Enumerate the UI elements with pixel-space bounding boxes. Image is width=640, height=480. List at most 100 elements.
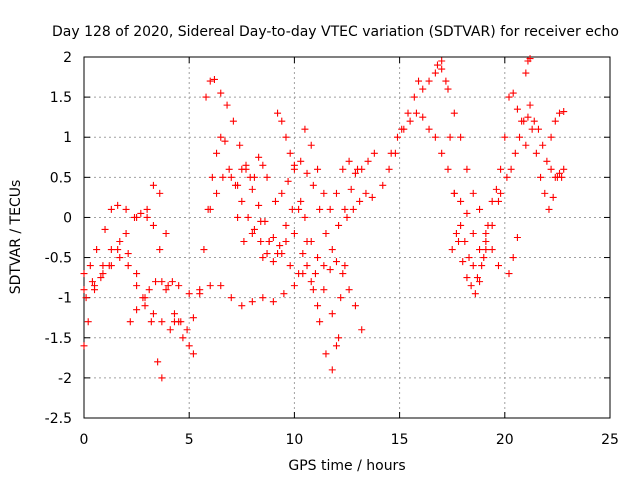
data-point xyxy=(177,318,185,326)
data-point xyxy=(282,133,290,141)
data-point xyxy=(349,205,357,213)
data-point xyxy=(368,193,376,201)
data-point xyxy=(307,278,315,286)
data-point xyxy=(114,201,122,209)
data-point xyxy=(240,238,248,246)
data-point xyxy=(295,270,303,278)
data-point xyxy=(145,286,153,294)
data-point xyxy=(444,85,452,93)
data-point xyxy=(476,246,484,254)
data-point xyxy=(476,278,484,286)
x-tick-label: 5 xyxy=(185,432,194,448)
data-point xyxy=(149,181,157,189)
data-point xyxy=(410,93,418,101)
data-point xyxy=(248,185,256,193)
data-point xyxy=(166,326,174,334)
data-point xyxy=(387,149,395,157)
data-point xyxy=(278,117,286,125)
data-point xyxy=(465,254,473,262)
data-point xyxy=(213,189,221,197)
data-point xyxy=(297,197,305,205)
data-point xyxy=(556,109,564,117)
data-point xyxy=(206,282,214,290)
data-point xyxy=(154,358,162,366)
data-point xyxy=(419,85,427,93)
data-point xyxy=(358,326,366,334)
data-point xyxy=(335,334,343,342)
data-point xyxy=(162,286,170,294)
data-point xyxy=(341,262,349,270)
data-point xyxy=(431,69,439,77)
data-point xyxy=(225,165,233,173)
series-sat-n xyxy=(379,65,502,270)
data-point xyxy=(471,290,479,298)
data-point xyxy=(558,173,566,181)
data-point xyxy=(438,57,446,65)
data-point xyxy=(158,278,166,286)
data-point xyxy=(309,181,317,189)
data-point xyxy=(461,238,469,246)
data-point xyxy=(107,246,115,254)
data-point xyxy=(170,310,178,318)
data-point xyxy=(459,258,467,266)
data-point xyxy=(234,213,242,221)
data-point xyxy=(532,149,540,157)
data-point xyxy=(478,262,486,270)
data-point xyxy=(86,262,94,270)
data-point xyxy=(149,310,157,318)
data-point xyxy=(526,55,534,63)
data-point xyxy=(314,165,322,173)
series-sat-q xyxy=(448,221,490,282)
data-point xyxy=(261,217,269,225)
data-point xyxy=(320,189,328,197)
data-point xyxy=(560,108,568,116)
data-point xyxy=(351,302,359,310)
data-point xyxy=(469,262,477,270)
series-sat-p xyxy=(433,57,505,298)
data-point xyxy=(505,93,513,101)
data-point xyxy=(425,77,433,85)
data-point xyxy=(547,133,555,141)
y-tick-label: 2 xyxy=(63,50,72,66)
data-point xyxy=(543,157,551,165)
data-point xyxy=(290,282,298,290)
data-point xyxy=(332,342,340,350)
y-tick-label: -2.5 xyxy=(45,411,72,427)
data-point xyxy=(116,238,124,246)
data-point xyxy=(303,262,311,270)
data-point xyxy=(341,205,349,213)
data-point xyxy=(328,310,336,318)
data-point xyxy=(210,75,218,83)
x-tick-label: 25 xyxy=(601,432,619,448)
data-point xyxy=(522,69,530,77)
data-point xyxy=(265,238,273,246)
data-point xyxy=(236,141,244,149)
data-point xyxy=(290,165,298,173)
data-point xyxy=(137,209,145,217)
data-point xyxy=(301,213,309,221)
data-point xyxy=(286,149,294,157)
x-tick-label: 15 xyxy=(391,432,409,448)
data-point xyxy=(425,125,433,133)
data-point xyxy=(370,149,378,157)
series-sat-m xyxy=(343,189,376,221)
data-point xyxy=(549,193,557,201)
y-axis-label: SDTVAR / TECUs xyxy=(8,180,24,295)
data-point xyxy=(444,165,452,173)
data-point xyxy=(539,141,547,149)
data-point xyxy=(269,234,277,241)
data-point xyxy=(351,169,359,177)
data-point xyxy=(116,254,124,262)
data-point xyxy=(101,225,109,233)
series-sat-i xyxy=(234,153,271,189)
data-point xyxy=(297,157,305,165)
data-point xyxy=(482,246,490,254)
data-point xyxy=(393,133,401,141)
series-sat-e xyxy=(126,270,307,326)
data-point xyxy=(217,133,225,141)
y-tick-label: 0 xyxy=(63,210,72,226)
grid-lines xyxy=(84,57,610,418)
data-point xyxy=(332,189,340,197)
data-point xyxy=(162,229,170,237)
data-point xyxy=(141,302,149,310)
